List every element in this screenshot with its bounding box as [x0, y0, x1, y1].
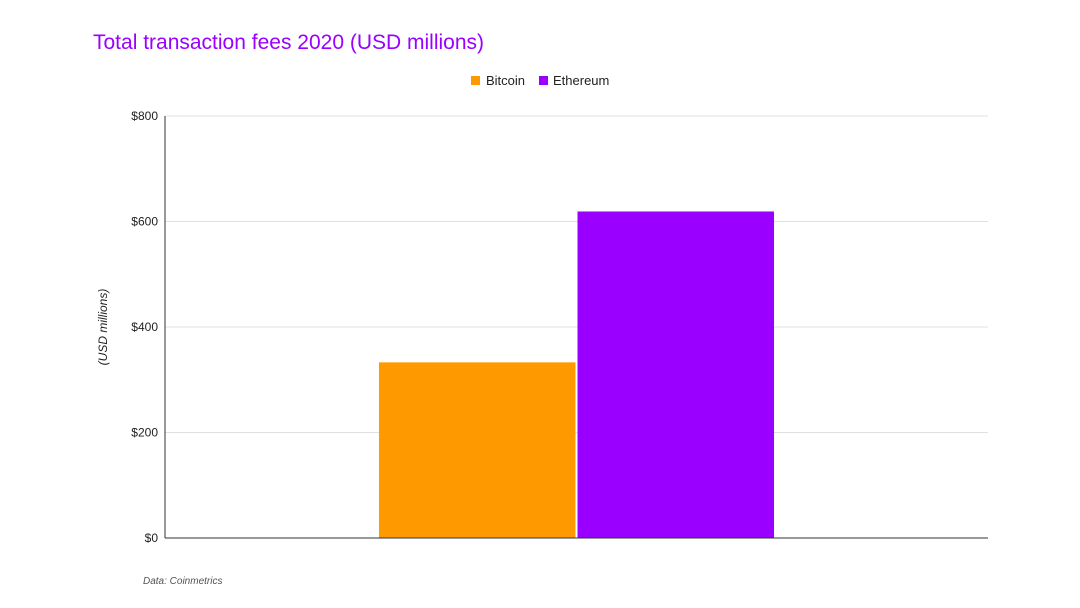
y-axis-label: (USD millions) [96, 289, 110, 366]
chart-title: Total transaction fees 2020 (USD million… [93, 31, 484, 54]
legend: Bitcoin Ethereum [471, 73, 609, 88]
gridlines [165, 115, 988, 433]
legend-swatch-ethereum [539, 76, 548, 85]
legend-label-ethereum: Ethereum [553, 73, 609, 88]
legend-label-bitcoin: Bitcoin [486, 73, 525, 88]
bar-ethereum [577, 211, 775, 539]
legend-swatch-bitcoin [471, 76, 480, 85]
source-note: Data: Coinmetrics [143, 576, 222, 587]
bar-bitcoin [378, 362, 576, 538]
bars [378, 211, 775, 539]
y-axis-ticks: $0 $200 $400 $600 $800 [131, 109, 158, 545]
y-tick-label: $400 [131, 320, 158, 334]
y-tick-label: $200 [131, 426, 158, 440]
y-tick-label: $800 [131, 109, 158, 123]
y-tick-label: $0 [145, 531, 159, 545]
y-tick-label: $600 [131, 215, 158, 229]
